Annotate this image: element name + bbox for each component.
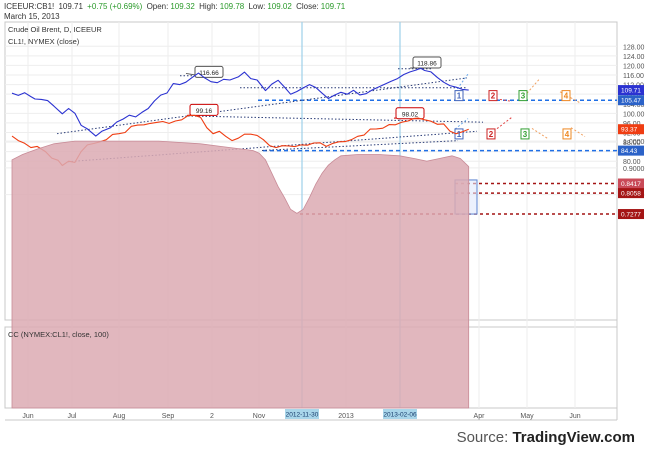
scenario-arrow [526, 78, 541, 94]
scenario-marker-box [486, 128, 496, 140]
low-value: 109.02 [267, 2, 292, 11]
scenario-marker-box [454, 90, 464, 102]
price-tick-label: 100.00 [623, 111, 645, 118]
high-label: High: [199, 2, 218, 11]
scenario-arrow [454, 118, 469, 130]
source-prefix: Source: [456, 429, 513, 446]
peak-label: 118.86 [417, 60, 437, 67]
time-tick-label: Jun [569, 413, 580, 420]
time-tick-label: 2 [210, 413, 214, 420]
scenario-arrow [496, 116, 513, 130]
scenario-marker-label: 3 [523, 130, 528, 139]
cc-value-badge [618, 188, 644, 199]
time-tick-label: 2013 [338, 413, 354, 420]
scenario-marker-box [562, 128, 572, 140]
price-badge-label: 93.37 [621, 127, 638, 134]
source-credit: Source: TradingView.com [457, 429, 635, 446]
scenario-marker-box [518, 90, 528, 102]
price-badge-label: 109.71 [621, 88, 641, 95]
scenario-marker-label: 2 [489, 130, 494, 139]
time-tick-label: Sep [162, 413, 175, 420]
cc-tick-label: 0.9000 [623, 166, 645, 173]
scenario-marker-box [561, 90, 571, 102]
price-badge [618, 145, 644, 156]
scenario-marker-box [488, 90, 498, 102]
price-badge-label: 105.47 [621, 98, 641, 105]
symbol-header: ICEEUR:CB1! 109.71 +0.75 (+0.69%) Open: 1… [4, 2, 347, 11]
scenario-marker-label: 1 [457, 130, 462, 139]
cc-value-label: 0.8417 [621, 181, 641, 188]
scenario-marker-label: 4 [564, 92, 569, 101]
pane-subtitle: CL1!, NYMEX (close) [8, 37, 80, 46]
price-tick-label: 88.00 [623, 140, 641, 147]
labels-layer: Jun Jul Aug Sep 2 Nov 2013 Apr May Jun 128.00 124.0… [22, 44, 644, 420]
time-tick-label: Jul [68, 413, 77, 420]
scenario-marker-box [520, 128, 530, 140]
close-value: 109.71 [320, 2, 346, 11]
cc-pane-title: CC (NYMEX:CL1!, close, 100) [8, 330, 109, 339]
cc-value-badge [618, 209, 644, 220]
price-badge [618, 95, 644, 106]
date-badge-label: 2013-02-06 [383, 412, 417, 419]
series-layer [11, 67, 470, 409]
high-value: 109.78 [219, 2, 245, 11]
time-tick-label: Jun [22, 413, 33, 420]
low-label: Low: [248, 2, 266, 11]
peak-label: 99.16 [196, 108, 213, 115]
price-tick-label: 124.00 [623, 54, 645, 61]
trend-line [187, 115, 484, 123]
scenario-marker-box [454, 128, 464, 140]
pane-title: Crude Oil Brent, D, ICEEUR [8, 25, 102, 34]
open-label: Open: [146, 2, 169, 11]
price-tick-label: 80.00 [623, 159, 641, 166]
cc-value-label: 0.8058 [621, 191, 641, 198]
date-badge-label: 2012-11-30 [286, 412, 319, 419]
scenario-arrow [570, 127, 586, 137]
scenario-arrow [531, 127, 549, 140]
peak-label: 98.02 [402, 111, 419, 118]
symbol-name[interactable]: ICEEUR:CB1! [4, 2, 55, 11]
cc-value-badge [618, 178, 644, 189]
peak-label-box [412, 56, 442, 69]
peak-label-box [395, 107, 425, 120]
time-tick-label: Apr [474, 413, 486, 420]
price-change: +0.75 (+0.69%) [87, 2, 143, 11]
peak-label: 116.66 [199, 70, 219, 77]
price-tick-label: 128.00 [623, 44, 645, 51]
last-price: 109.71 [58, 2, 83, 11]
scenario-marker-label: 2 [491, 92, 496, 101]
correlation-area [11, 140, 470, 409]
header-date: March 15, 2013 [4, 12, 60, 21]
time-tick-label: Aug [113, 413, 126, 420]
time-tick-label: Nov [253, 413, 266, 420]
scenario-marker-label: 1 [457, 92, 462, 101]
trend-line [261, 140, 459, 151]
price-tick-label: 104.00 [623, 102, 645, 109]
price-tick-label: 120.00 [623, 63, 645, 70]
cc-value-label: 0.7277 [621, 212, 641, 219]
scenario-marker-label: 3 [521, 92, 526, 101]
price-series-line [11, 67, 469, 137]
price-badge [618, 124, 644, 135]
source-brand[interactable]: TradingView.com [512, 429, 635, 446]
trend-line [56, 77, 468, 135]
cc-tick-label: 1.0000 [623, 139, 645, 146]
date-badge [383, 409, 417, 419]
price-tick-label: 116.00 [623, 73, 644, 80]
close-label: Close: [296, 2, 319, 11]
peak-label-box [194, 65, 224, 78]
open-value: 109.32 [170, 2, 195, 11]
peak-label-box [189, 103, 219, 116]
price-badge-label: 84.43 [621, 148, 638, 155]
scenario-marker-label: 4 [565, 130, 570, 139]
time-tick-label: May [520, 413, 534, 420]
price-badge [618, 85, 644, 96]
date-badge [285, 409, 319, 419]
